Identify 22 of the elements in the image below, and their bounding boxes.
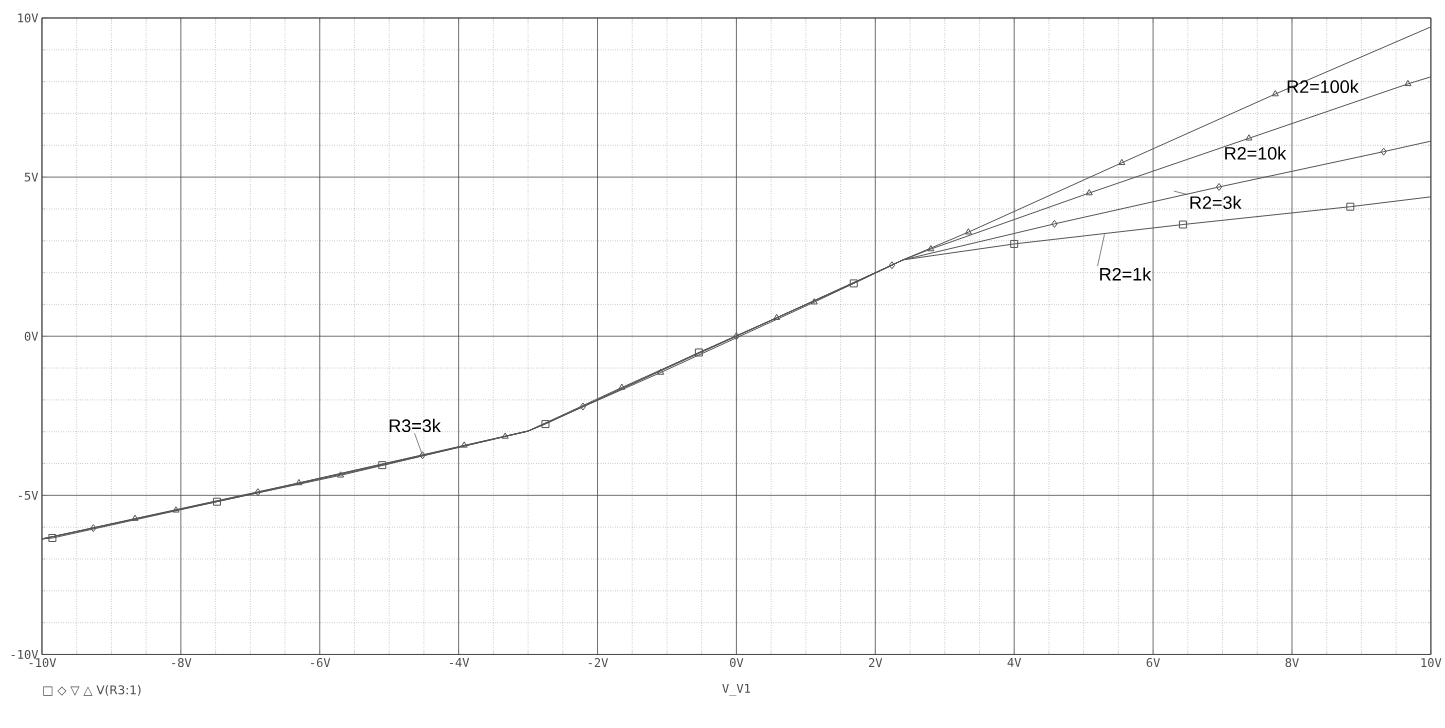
x-tick-label: -4V [449,657,470,667]
x-tick-label: -8V [172,657,192,667]
x-tick-label: 0V [729,657,744,667]
x-tick-label: 10V [1421,657,1442,667]
x-tick-label: 4V [1007,657,1022,667]
x-tick-label: 8V [1285,657,1299,667]
y-tick-label: 10V [18,13,39,23]
series-label: R2=10k [1225,146,1287,160]
x-axis-title: V_V1 [722,683,751,696]
y-tick-label: 0V [24,331,39,341]
x-tick-label: -2V [588,657,609,667]
text: □ ◇ ▽ △ V(R3:1) [43,684,141,696]
y-tick-label: 5V [24,172,39,182]
series-label: R2=100k [1287,79,1359,93]
annotation: R3=3k [389,418,441,432]
x-tick-label: 2V [868,657,883,667]
y-tick-label: -10V [11,649,39,659]
series-label: R2=1k [1100,267,1152,281]
x-tick-label: -6V [311,657,331,667]
y-tick-label: -5V [18,490,39,500]
x-tick-label: 6V [1146,657,1160,667]
series-label: R2=3k [1190,195,1242,209]
